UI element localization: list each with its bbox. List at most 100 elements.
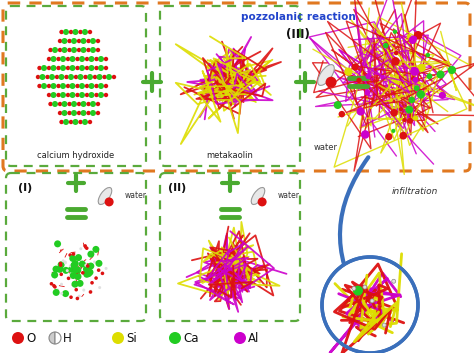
Circle shape <box>407 34 411 39</box>
Circle shape <box>344 67 353 76</box>
Circle shape <box>63 267 69 274</box>
Text: calcium hydroxide: calcium hydroxide <box>37 151 115 161</box>
Circle shape <box>54 240 61 247</box>
Circle shape <box>412 77 419 83</box>
Circle shape <box>79 261 86 268</box>
Circle shape <box>63 29 69 35</box>
Ellipse shape <box>98 187 112 204</box>
Circle shape <box>56 288 59 292</box>
Circle shape <box>391 57 400 66</box>
Text: Al: Al <box>248 331 259 345</box>
Text: water: water <box>314 144 338 152</box>
Circle shape <box>86 269 93 276</box>
Circle shape <box>76 280 83 287</box>
Circle shape <box>405 106 413 114</box>
Circle shape <box>88 30 92 34</box>
Circle shape <box>89 290 92 293</box>
Circle shape <box>89 92 94 98</box>
Circle shape <box>74 288 78 292</box>
Circle shape <box>72 260 79 267</box>
Circle shape <box>81 110 86 116</box>
Circle shape <box>390 109 398 116</box>
Circle shape <box>100 271 104 275</box>
Circle shape <box>79 65 85 71</box>
Circle shape <box>87 251 94 258</box>
Text: (III): (III) <box>286 28 310 41</box>
Circle shape <box>86 102 91 106</box>
Circle shape <box>81 38 86 44</box>
Circle shape <box>62 47 67 53</box>
Circle shape <box>86 264 90 268</box>
Circle shape <box>73 266 80 273</box>
Circle shape <box>78 295 81 298</box>
Circle shape <box>85 270 92 277</box>
Circle shape <box>48 48 53 52</box>
Circle shape <box>70 56 75 62</box>
Circle shape <box>69 255 76 262</box>
Circle shape <box>53 265 60 273</box>
Circle shape <box>382 323 386 327</box>
Circle shape <box>82 288 85 292</box>
Circle shape <box>75 254 82 261</box>
Circle shape <box>93 261 96 263</box>
Circle shape <box>94 84 99 88</box>
Circle shape <box>89 83 94 89</box>
Text: Si: Si <box>126 331 137 345</box>
Circle shape <box>97 74 102 80</box>
Circle shape <box>72 281 79 288</box>
Circle shape <box>51 92 56 98</box>
Circle shape <box>51 83 56 89</box>
Circle shape <box>87 263 94 270</box>
Circle shape <box>53 285 57 289</box>
Circle shape <box>71 38 77 44</box>
Circle shape <box>47 66 51 70</box>
Circle shape <box>82 119 88 125</box>
Circle shape <box>62 38 67 44</box>
Text: O: O <box>26 331 35 345</box>
Circle shape <box>49 74 55 80</box>
Text: water: water <box>125 191 147 201</box>
Circle shape <box>58 48 62 52</box>
Circle shape <box>77 102 81 106</box>
Ellipse shape <box>251 187 265 204</box>
Circle shape <box>448 66 456 74</box>
Circle shape <box>85 93 89 97</box>
Circle shape <box>70 92 75 98</box>
Circle shape <box>56 57 61 61</box>
Circle shape <box>79 56 85 62</box>
Circle shape <box>75 66 80 70</box>
Circle shape <box>365 90 371 96</box>
Circle shape <box>37 66 42 70</box>
Circle shape <box>393 30 397 34</box>
Circle shape <box>73 29 79 35</box>
Circle shape <box>417 90 425 98</box>
Circle shape <box>88 266 91 269</box>
Text: pozzolanic reaction: pozzolanic reaction <box>241 12 356 22</box>
Circle shape <box>74 267 82 274</box>
Circle shape <box>353 286 363 295</box>
Circle shape <box>66 84 70 88</box>
Circle shape <box>106 74 112 80</box>
Circle shape <box>51 65 56 71</box>
Circle shape <box>363 285 367 289</box>
Circle shape <box>64 261 67 264</box>
Circle shape <box>52 284 56 288</box>
Circle shape <box>79 92 85 98</box>
Text: metakaolin: metakaolin <box>207 151 254 161</box>
Circle shape <box>352 64 359 71</box>
Circle shape <box>326 77 337 88</box>
Circle shape <box>105 267 108 270</box>
Circle shape <box>81 271 84 275</box>
Circle shape <box>86 263 90 267</box>
Circle shape <box>52 101 58 107</box>
Circle shape <box>104 57 108 61</box>
Circle shape <box>338 111 345 118</box>
Circle shape <box>90 281 94 285</box>
Circle shape <box>73 267 80 274</box>
Circle shape <box>67 102 72 106</box>
Text: (II): (II) <box>168 183 186 193</box>
Circle shape <box>81 47 86 53</box>
Text: infiltration: infiltration <box>392 187 438 197</box>
Circle shape <box>36 75 40 79</box>
Circle shape <box>39 74 46 80</box>
